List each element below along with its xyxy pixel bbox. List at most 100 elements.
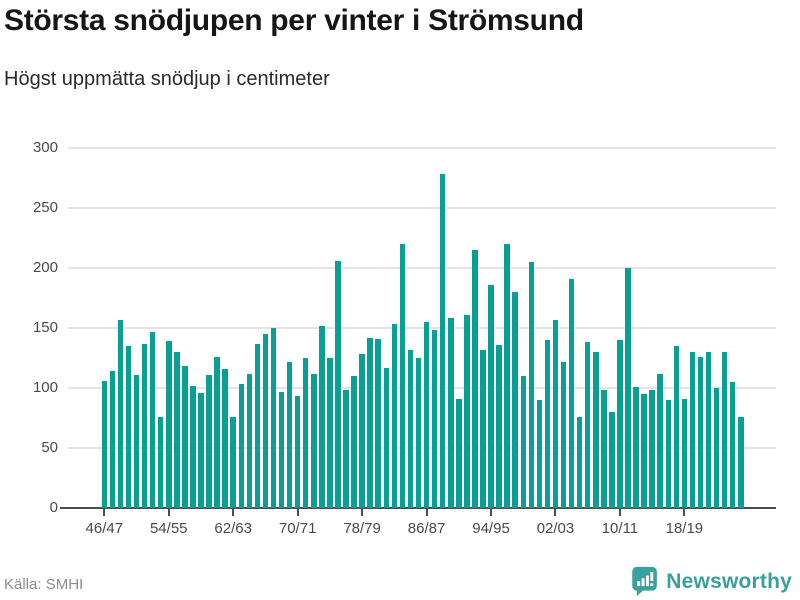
bar-98-99 bbox=[520, 376, 526, 508]
bar-19-20 bbox=[689, 352, 696, 508]
gridline-50 bbox=[68, 447, 776, 449]
y-tick-label-150: 150 bbox=[32, 319, 58, 336]
bar-97-98 bbox=[512, 292, 518, 508]
x-axis-line bbox=[60, 507, 776, 509]
bar-07-08 bbox=[593, 352, 599, 508]
x-tick-label-78-79: 78/79 bbox=[343, 520, 381, 537]
y-tick-label-50: 50 bbox=[41, 439, 58, 456]
x-tick-label-86-87: 86/87 bbox=[407, 520, 446, 537]
gridline-100 bbox=[68, 387, 776, 389]
x-tick-label-02-03: 02/03 bbox=[536, 520, 575, 537]
bar-46-47 bbox=[101, 380, 108, 508]
bar-94-95 bbox=[488, 284, 494, 508]
bar-59-60 bbox=[206, 374, 212, 508]
x-tick-62-63 bbox=[232, 509, 235, 516]
gridline-150 bbox=[68, 327, 776, 329]
bar-69-70 bbox=[286, 361, 293, 508]
gridline-250 bbox=[68, 207, 776, 209]
y-tick-label-100: 100 bbox=[32, 379, 58, 396]
bar-56-57 bbox=[182, 366, 188, 508]
x-tick-18-19 bbox=[683, 509, 686, 516]
bar-73-74 bbox=[319, 325, 325, 508]
bar-23-24 bbox=[721, 352, 728, 508]
bar-83-84 bbox=[399, 244, 406, 508]
bar-20-21 bbox=[697, 356, 704, 508]
bar-04-05 bbox=[568, 278, 575, 508]
x-tick-label-70-71: 70/71 bbox=[278, 520, 317, 537]
bar-00-01 bbox=[536, 400, 543, 508]
bar-85-86 bbox=[415, 358, 422, 508]
bar-91-92 bbox=[464, 314, 470, 508]
bar-72-73 bbox=[311, 373, 317, 508]
bar-79-80 bbox=[367, 337, 373, 508]
gridline-300 bbox=[68, 147, 776, 149]
bar-75-76 bbox=[335, 260, 341, 508]
bar-61-62 bbox=[222, 368, 228, 508]
brand-footer: Newsworthy bbox=[631, 566, 792, 597]
bar-63-64 bbox=[238, 384, 245, 508]
bar-17-18 bbox=[673, 346, 680, 508]
bar-24-25 bbox=[729, 382, 736, 508]
bar-53-54 bbox=[157, 416, 164, 508]
bar-14-15 bbox=[649, 390, 655, 508]
bar-50-51 bbox=[133, 374, 140, 508]
bar-76-77 bbox=[343, 390, 349, 508]
page-title: Största snödjupen per vinter i Strömsund bbox=[4, 4, 584, 37]
gridline-200 bbox=[68, 267, 776, 269]
bar-55-56 bbox=[174, 352, 180, 508]
y-tick-label-0: 0 bbox=[49, 499, 58, 516]
bar-96-97 bbox=[504, 244, 510, 508]
bar-22-23 bbox=[713, 388, 720, 508]
bar-25-26 bbox=[738, 416, 744, 508]
bar-51-52 bbox=[141, 343, 148, 508]
x-tick-label-46-47: 46/47 bbox=[85, 520, 124, 537]
bar-48-49 bbox=[117, 319, 124, 508]
bar-08-09 bbox=[601, 390, 607, 508]
x-axis: 46/47 54/55 62/63 70/71 78/79 86/87 94/95 02/03… bbox=[68, 508, 776, 548]
x-tick-label-94-95: 94/95 bbox=[472, 520, 510, 537]
bar-54-55 bbox=[166, 341, 172, 508]
x-tick-02-03 bbox=[554, 509, 557, 516]
bar-10-11 bbox=[617, 340, 623, 508]
bar-68-69 bbox=[278, 391, 285, 508]
bar-62-63 bbox=[230, 416, 236, 508]
bar-95-96 bbox=[496, 344, 502, 508]
bar-16-17 bbox=[665, 400, 672, 508]
y-tick-label-300: 300 bbox=[32, 139, 58, 156]
bar-66-67 bbox=[262, 334, 269, 508]
bar-87-88 bbox=[431, 330, 438, 508]
bar-01-02 bbox=[544, 340, 551, 508]
bar-92-93 bbox=[472, 250, 478, 508]
bar-chart-plot-area bbox=[60, 147, 776, 509]
bar-11-12 bbox=[625, 268, 631, 508]
x-tick-10-11 bbox=[618, 509, 621, 516]
bar-71-72 bbox=[302, 358, 309, 508]
bar-90-91 bbox=[456, 398, 462, 508]
bar-67-68 bbox=[270, 328, 277, 508]
bar-57-58 bbox=[190, 385, 196, 508]
bar-58-59 bbox=[198, 392, 204, 508]
bar-77-78 bbox=[351, 376, 357, 508]
y-tick-label-250: 250 bbox=[32, 199, 58, 216]
source-note: Källa: SMHI bbox=[4, 576, 84, 593]
x-tick-label-10-11: 10/11 bbox=[601, 520, 639, 537]
bar-86-87 bbox=[423, 322, 430, 508]
bar-81-82 bbox=[383, 367, 390, 508]
x-tick-label-18-19: 18/19 bbox=[665, 520, 704, 537]
bar-02-03 bbox=[552, 319, 559, 508]
bar-70-71 bbox=[294, 396, 301, 508]
bar-78-79 bbox=[359, 354, 365, 508]
bar-99-00 bbox=[528, 262, 535, 508]
bar-74-75 bbox=[327, 358, 333, 508]
bar-82-83 bbox=[391, 324, 398, 508]
x-tick-54-55 bbox=[167, 509, 170, 516]
x-tick-94-95 bbox=[490, 509, 493, 516]
x-tick-70-71 bbox=[296, 509, 299, 516]
bar-47-48 bbox=[109, 371, 116, 508]
bar-18-19 bbox=[681, 398, 688, 508]
x-tick-label-54-55: 54/55 bbox=[149, 520, 188, 537]
x-tick-label-62-63: 62/63 bbox=[214, 520, 252, 537]
y-tick-label-200: 200 bbox=[32, 259, 58, 276]
bar-13-14 bbox=[641, 394, 647, 508]
bar-60-61 bbox=[214, 356, 220, 508]
